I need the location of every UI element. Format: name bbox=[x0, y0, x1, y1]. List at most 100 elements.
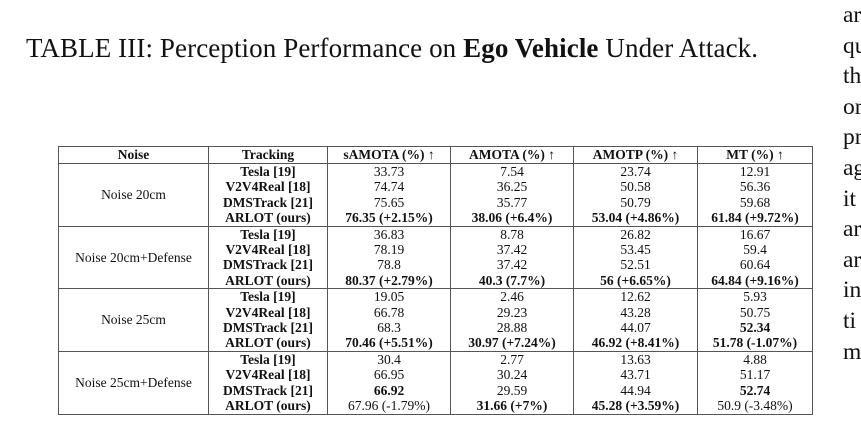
amota-cell: 2.46 bbox=[450, 288, 574, 305]
samota-cell: 68.3 bbox=[327, 320, 451, 336]
tracking-cell: ARLOT (ours) bbox=[208, 398, 328, 415]
noise-cell: Noise 20cm+Defense bbox=[58, 225, 209, 290]
amota-cell: 37.42 bbox=[450, 257, 574, 273]
side-line: pr bbox=[843, 124, 861, 151]
tracking-cell: Tesla [19] bbox=[208, 350, 328, 368]
side-line: ar bbox=[843, 216, 861, 243]
mt-cell: 12.91 bbox=[697, 163, 813, 180]
amotp-cell: 53.45 bbox=[573, 242, 698, 258]
samota-cell: 80.37 (+2.79%) bbox=[327, 272, 451, 290]
table-row: Noise 25cm Tesla [19] 19.05 2.46 12.62 5… bbox=[58, 288, 813, 352]
samota-cell: 76.35 (+2.15%) bbox=[327, 210, 451, 227]
mt-cell: 59.4 bbox=[697, 242, 813, 258]
table-row: Noise 20cm+Defense Tesla [19] 36.83 8.78… bbox=[58, 225, 813, 290]
tracking-cell: DMSTrack [21] bbox=[208, 320, 328, 336]
tracking-cell: V2V4Real [18] bbox=[208, 179, 328, 195]
table-row: ARLOT (ours) 67.96 (-1.79%) 31.66 (+7%) … bbox=[59, 398, 813, 415]
side-line: or bbox=[843, 93, 861, 120]
samota-cell: 66.78 bbox=[327, 304, 451, 321]
amotp-cell: 50.79 bbox=[573, 194, 698, 211]
header-samota: sAMOTA (%) ↑ bbox=[327, 146, 451, 164]
tracking-cell: ARLOT (ours) bbox=[208, 210, 328, 227]
samota-cell: 36.83 bbox=[327, 225, 451, 243]
samota-cell: 66.92 bbox=[327, 382, 451, 399]
amota-cell: 30.97 (+7.24%) bbox=[450, 335, 574, 352]
amota-cell: 35.77 bbox=[450, 194, 574, 211]
table-caption: TABLE III: Perception Performance on Ego… bbox=[26, 30, 811, 67]
mt-cell: 52.34 bbox=[697, 320, 813, 336]
side-line: m bbox=[843, 338, 861, 365]
noise-cell: Noise 25cm+Defense bbox=[58, 350, 209, 415]
amota-cell: 29.59 bbox=[450, 382, 574, 399]
amotp-cell: 45.28 (+3.59%) bbox=[573, 398, 698, 415]
table-row: V2V4Real [18] 74.74 36.25 50.58 56.36 bbox=[59, 179, 813, 195]
amotp-cell: 23.74 bbox=[573, 163, 698, 180]
tracking-cell: DMSTrack [21] bbox=[208, 382, 328, 399]
amotp-cell: 53.04 (+4.86%) bbox=[573, 210, 698, 227]
amota-cell: 2.77 bbox=[450, 350, 574, 368]
amotp-cell: 13.63 bbox=[573, 350, 698, 368]
amotp-cell: 26.82 bbox=[573, 225, 698, 243]
amota-cell: 30.24 bbox=[450, 367, 574, 383]
amotp-cell: 44.94 bbox=[573, 382, 698, 399]
table-row: ARLOT (ours) 70.46 (+5.51%) 30.97 (+7.24… bbox=[59, 335, 813, 352]
mt-cell: 60.64 bbox=[697, 257, 813, 273]
side-line: in bbox=[843, 277, 861, 304]
tracking-cell: V2V4Real [18] bbox=[208, 242, 328, 258]
header-row: Noise Tracking sAMOTA (%) ↑ AMOTA (%) ↑ … bbox=[58, 146, 813, 164]
mt-cell: 5.93 bbox=[697, 288, 813, 305]
mt-cell: 4.88 bbox=[697, 350, 813, 368]
samota-cell: 19.05 bbox=[327, 288, 451, 305]
tracking-cell: ARLOT (ours) bbox=[208, 272, 328, 290]
header-amota: AMOTA (%) ↑ bbox=[450, 146, 574, 164]
tracking-cell: V2V4Real [18] bbox=[208, 304, 328, 321]
samota-cell: 66.95 bbox=[327, 367, 451, 383]
tracking-cell: DMSTrack [21] bbox=[208, 257, 328, 273]
table-row: Noise 25cm+Defense Tesla [19] 30.4 2.77 … bbox=[58, 350, 813, 415]
amotp-cell: 44.07 bbox=[573, 320, 698, 336]
header-mt: MT (%) ↑ bbox=[697, 146, 813, 164]
table-row: DMSTrack [21] 66.92 29.59 44.94 52.74 bbox=[59, 382, 813, 399]
amota-cell: 7.54 bbox=[450, 163, 574, 180]
side-line: ag bbox=[843, 154, 861, 181]
caption-bold: Ego Vehicle bbox=[463, 33, 599, 63]
amotp-cell: 56 (+6.65%) bbox=[573, 272, 698, 290]
mt-cell: 61.84 (+9.72%) bbox=[697, 210, 813, 227]
amota-cell: 28.88 bbox=[450, 320, 574, 336]
tracking-cell: DMSTrack [21] bbox=[208, 194, 328, 211]
perception-performance-table: Noise Tracking sAMOTA (%) ↑ AMOTA (%) ↑ … bbox=[58, 146, 813, 415]
amota-cell: 29.23 bbox=[450, 304, 574, 321]
table-row: Noise 20cm Tesla [19] 33.73 7.54 23.74 1… bbox=[58, 163, 813, 227]
samota-cell: 30.4 bbox=[327, 350, 451, 368]
side-line: ar bbox=[843, 2, 861, 28]
amotp-cell: 43.28 bbox=[573, 304, 698, 321]
tracking-cell: Tesla [19] bbox=[208, 288, 328, 305]
samota-cell: 70.46 (+5.51%) bbox=[327, 335, 451, 352]
side-line: ar bbox=[843, 246, 861, 273]
tracking-cell: V2V4Real [18] bbox=[208, 367, 328, 383]
amotp-cell: 50.58 bbox=[573, 179, 698, 195]
mt-cell: 50.75 bbox=[697, 304, 813, 321]
samota-cell: 78.8 bbox=[327, 257, 451, 273]
amota-cell: 8.78 bbox=[450, 225, 574, 243]
table-row: DMSTrack [21] 75.65 35.77 50.79 59.68 bbox=[59, 194, 813, 211]
mt-cell: 51.17 bbox=[697, 367, 813, 383]
table-row: DMSTrack [21] 78.8 37.42 52.51 60.64 bbox=[59, 257, 813, 273]
caption-prefix: TABLE III: Perception Performance on bbox=[26, 33, 464, 63]
amota-cell: 37.42 bbox=[450, 242, 574, 258]
samota-cell: 75.65 bbox=[327, 194, 451, 211]
table-row: V2V4Real [18] 66.95 30.24 43.71 51.17 bbox=[59, 367, 813, 383]
caption-suffix: Under Attack. bbox=[598, 33, 759, 63]
mt-cell: 52.74 bbox=[697, 382, 813, 399]
mt-cell: 16.67 bbox=[697, 225, 813, 243]
mt-cell: 51.78 (-1.07%) bbox=[697, 335, 813, 352]
amotp-cell: 43.71 bbox=[573, 367, 698, 383]
amotp-cell: 52.51 bbox=[573, 257, 698, 273]
samota-cell: 74.74 bbox=[327, 179, 451, 195]
tracking-cell: Tesla [19] bbox=[208, 225, 328, 243]
amota-cell: 38.06 (+6.4%) bbox=[450, 210, 574, 227]
adjacent-column-text: ar qu th or pr ag it ar ar in ti m bbox=[843, 0, 861, 367]
tracking-cell: ARLOT (ours) bbox=[208, 335, 328, 352]
amotp-cell: 46.92 (+8.41%) bbox=[573, 335, 698, 352]
samota-cell: 33.73 bbox=[327, 163, 451, 180]
